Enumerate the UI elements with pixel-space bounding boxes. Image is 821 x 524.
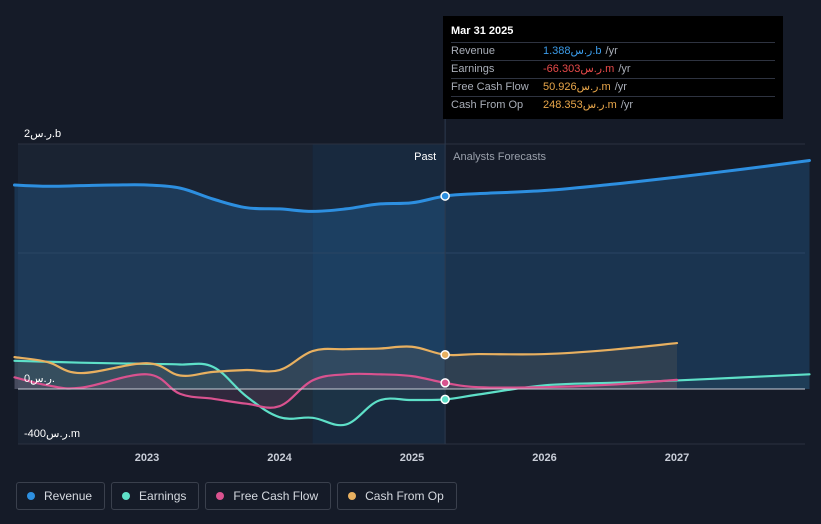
gridlines [18,143,805,445]
tooltip-label: Cash From Op [451,99,524,111]
tooltip-label: Earnings [451,63,495,75]
legend-label: Revenue [44,489,93,503]
x-tick-label: 2023 [135,452,159,464]
tooltip-row-free-cash-flow: Free Cash Flow 50.926ر.س.m /yr [451,78,775,96]
legend-label: Free Cash Flow [233,489,319,503]
legend-earnings[interactable]: Earnings [111,482,200,510]
tooltip-value: 248.353ر.س.m [543,99,617,111]
series-areas [14,160,810,426]
y-axis-labels: 2ر.س.b 0ر.س. -400ر.س.m [24,128,80,440]
marker-free-cash-flow [440,378,450,388]
y-tick-label: -400ر.س.m [24,428,80,440]
legend-dot-icon [122,492,131,500]
line-free-cash-flow [13,372,679,409]
y-tick-label: 0ر.س. [24,373,55,385]
tooltip-label: Free Cash Flow [451,81,529,93]
series-markers [440,191,450,405]
tooltip-label: Revenue [451,45,496,57]
x-tick-label: 2024 [267,452,292,464]
line-revenue [13,159,811,213]
tooltip-date: Mar 31 2025 [451,25,514,37]
chart-legend: Revenue Earnings Free Cash Flow Cash Fro… [16,482,457,510]
y-tick-label: 2ر.س.b [24,128,61,140]
marker-revenue [440,191,450,201]
area-earnings [14,360,810,426]
marker-earnings [440,394,450,405]
tooltip-unit: /yr [620,99,634,111]
data-tooltip: Mar 31 2025 Revenue 1.388ر.س.b /yr Earni… [443,16,783,119]
tooltip-value: 1.388ر.س.b [543,45,602,57]
x-tick-label: 2027 [665,452,689,464]
forecast-divider-shade [312,144,446,444]
tooltip-row-cash-from-op: Cash From Op 248.353ر.س.m /yr [451,96,775,114]
tooltip-value: 50.926ر.س.m [543,81,611,93]
x-tick-label: 2025 [400,452,424,464]
legend-dot-icon [27,492,35,500]
legend-label: Cash From Op [365,489,444,503]
tooltip-row-revenue: Revenue 1.388ر.س.b /yr [451,42,775,60]
tooltip-row-earnings: Earnings -66.303ر.س.m /yr [451,60,775,78]
series-lines [13,159,811,427]
area-free-cash-flow [14,373,677,408]
marker-cash-from-op [440,349,450,360]
line-cash-from-op [13,341,679,377]
past-shade [18,144,313,444]
legend-dot-icon [216,492,225,500]
area-revenue [14,160,810,389]
legend-label: Earnings [139,489,187,503]
tooltip-value: -66.303ر.س.m [543,63,615,75]
forecast-label: Analysts Forecasts [453,151,546,163]
legend-free-cash-flow[interactable]: Free Cash Flow [205,482,332,510]
tooltip-unit: /yr [618,63,631,75]
legend-dot-icon [348,492,357,500]
x-tick-label: 2026 [532,452,556,464]
line-earnings [13,359,811,427]
x-axis-labels: 2023 2024 2025 2026 2027 [135,452,689,464]
past-label: Past [414,151,436,163]
legend-revenue[interactable]: Revenue [16,482,106,510]
legend-cash-from-op[interactable]: Cash From Op [337,482,457,510]
tooltip-unit: /yr [614,81,627,93]
tooltip-unit: /yr [605,45,618,57]
